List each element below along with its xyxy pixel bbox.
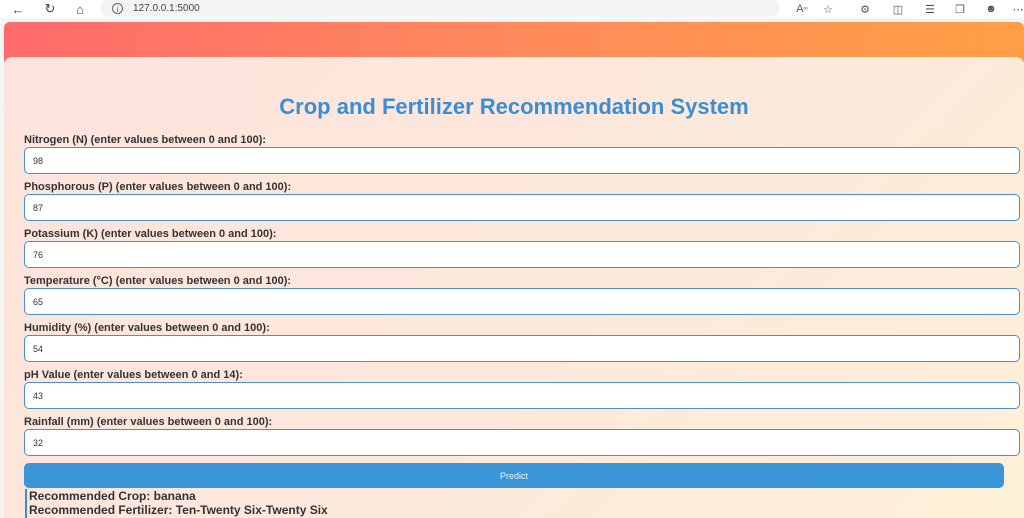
phosphorous-input[interactable] (24, 194, 1020, 221)
header-banner (4, 22, 1024, 62)
temperature-input[interactable] (24, 288, 1020, 315)
nitrogen-input[interactable] (24, 147, 1020, 174)
site-info-icon[interactable]: i (112, 3, 123, 14)
recommended-fertilizer: Recommended Fertilizer: Ten-Twenty Six-T… (29, 503, 328, 517)
nitrogen-label: Nitrogen (N) (enter values between 0 and… (24, 134, 267, 146)
ph-label: pH Value (enter values between 0 and 14)… (24, 369, 243, 381)
phosphorous-label: Phosphorous (P) (enter values between 0 … (24, 181, 292, 193)
potassium-input[interactable] (24, 241, 1020, 268)
result-panel: Recommended Crop: banana Recommended Fer… (25, 489, 328, 518)
more-menu-icon[interactable]: ⋯ (1012, 3, 1024, 16)
page-title: Crop and Fertilizer Recommendation Syste… (279, 94, 749, 119)
rainfall-input[interactable] (24, 429, 1020, 456)
favorite-star-icon[interactable]: ☆ (823, 3, 833, 16)
split-screen-icon[interactable]: ◫ (892, 3, 904, 16)
recommended-crop: Recommended Crop: banana (29, 489, 196, 503)
home-icon[interactable]: ⌂ (76, 1, 84, 17)
refresh-icon[interactable]: ↻ (44, 1, 56, 16)
humidity-input[interactable] (24, 335, 1020, 362)
extensions-icon[interactable]: ⚙ (860, 3, 870, 16)
read-aloud-icon[interactable]: A ∞ (796, 3, 808, 15)
potassium-label: Potassium (K) (enter values between 0 an… (24, 228, 277, 240)
address-bar[interactable]: i 127.0.0.1:5000 (100, 0, 780, 17)
ph-input[interactable] (24, 382, 1020, 409)
humidity-label: Humidity (%) (enter values between 0 and… (24, 322, 270, 334)
rainfall-label: Rainfall (mm) (enter values between 0 an… (24, 416, 273, 428)
address-url: 127.0.0.1:5000 (133, 3, 200, 14)
temperature-label: Temperature (°C) (enter values between 0… (24, 275, 292, 287)
favorites-list-icon[interactable]: ☰ (925, 3, 935, 16)
collections-icon[interactable]: ❐ (955, 3, 965, 16)
browser-toolbar: ← ↻ ⌂ i 127.0.0.1:5000 A ∞ ☆ ⚙ ◫ ☰ ❐ ☻ ⋯ (0, 0, 1024, 18)
profile-icon[interactable]: ☻ (985, 3, 997, 15)
predict-button[interactable]: Predict (24, 463, 1004, 488)
back-arrow-icon[interactable]: ← (11, 1, 25, 17)
